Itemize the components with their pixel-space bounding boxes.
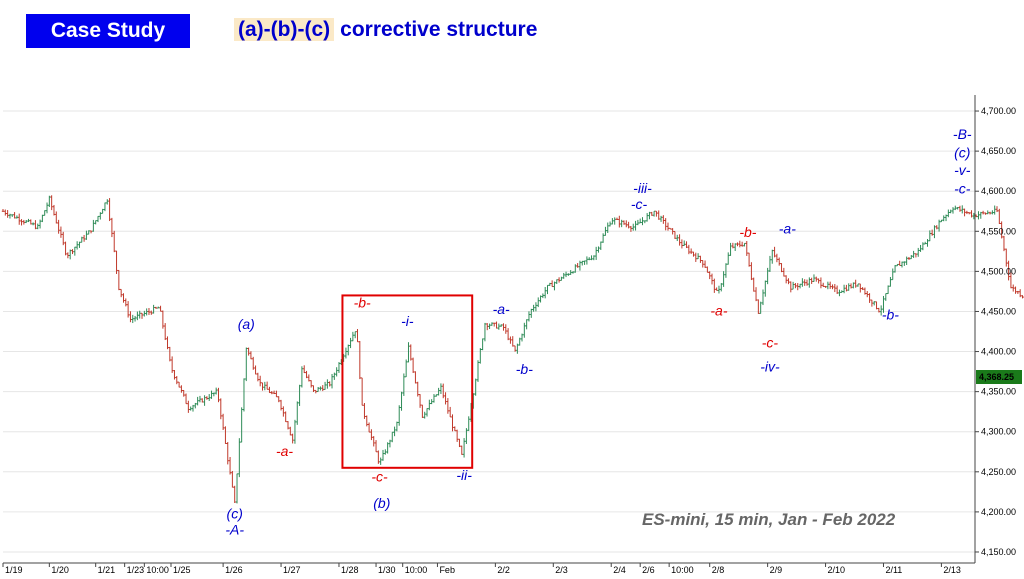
wave-label: -b- xyxy=(882,306,899,322)
wave-label: -c- xyxy=(631,196,648,212)
y-tick-label: 4,600.00 xyxy=(981,186,1016,196)
last-price-tag xyxy=(976,370,1022,385)
chart-grid xyxy=(3,110,975,553)
wave-label: -a- xyxy=(779,221,796,237)
y-tick-label: 4,400.00 xyxy=(981,347,1016,357)
y-tick-label: 4,250.00 xyxy=(981,467,1016,477)
chart-caption: ES-mini, 15 min, Jan - Feb 2022 xyxy=(642,510,896,529)
y-tick-label: 4,150.00 xyxy=(981,547,1016,557)
x-tick-label: 1/26 xyxy=(225,565,243,575)
x-tick-label: 1/23 xyxy=(127,565,145,575)
wave-label: -iii- xyxy=(633,180,652,196)
x-tick-label: 2/8 xyxy=(712,565,725,575)
x-tick-label: 2/2 xyxy=(497,565,510,575)
x-axis: 1/19 1/20 1/21 1/23 10:00 1/25 1/26 1/27 1/28 1/3… xyxy=(2,562,975,575)
wave-labels: (a)(c)-A--a--b--i--c-(b)-ii--a--b--iii--… xyxy=(225,126,972,537)
wave-label: (c) xyxy=(227,505,243,521)
wave-label: -b- xyxy=(516,361,533,377)
x-tick-label: 1/21 xyxy=(98,565,116,575)
x-tick-label: 1/19 xyxy=(5,565,23,575)
y-tick-label: 4,450.00 xyxy=(981,306,1016,316)
wave-label: -c- xyxy=(371,468,388,484)
x-tick-label: 1/25 xyxy=(173,565,191,575)
y-tick-label: 4,550.00 xyxy=(981,226,1016,236)
subtitle-text: corrective structure xyxy=(340,18,538,41)
x-tick-label: 1/28 xyxy=(341,565,359,575)
wave-label: (c) xyxy=(954,145,970,161)
x-tick-label: 2/3 xyxy=(555,565,568,575)
wave-label: -c- xyxy=(762,335,779,351)
case-study-badge: Case Study xyxy=(26,14,190,48)
y-tick-label: 4,700.00 xyxy=(981,106,1016,116)
wave-label: -ii- xyxy=(456,467,472,483)
x-tick-label: 10:00 xyxy=(405,565,428,575)
highlight-box xyxy=(341,294,474,469)
wave-label: -a- xyxy=(493,301,510,317)
wave-label: -A- xyxy=(225,521,244,537)
wave-label: -b- xyxy=(354,294,371,310)
wave-label: (b) xyxy=(373,495,390,511)
wave-label: -v- xyxy=(954,162,971,178)
x-tick-label: 2/6 xyxy=(642,565,655,575)
x-tick-label: 2/9 xyxy=(770,565,783,575)
x-tick-label: 1/27 xyxy=(283,565,301,575)
x-tick-label: 10:00 xyxy=(671,565,694,575)
price-bars xyxy=(1,195,1024,504)
wave-label: -iv- xyxy=(760,359,780,375)
highlight-box-group xyxy=(341,294,474,469)
y-tick-label: 4,200.00 xyxy=(981,507,1016,517)
y-tick-label: 4,650.00 xyxy=(981,146,1016,156)
x-tick-label: 2/10 xyxy=(828,565,846,575)
wave-label: -a- xyxy=(276,443,293,459)
y-tick-label: 4,500.00 xyxy=(981,266,1016,276)
x-tick-label: 10:00 xyxy=(146,565,169,575)
x-tick-label: 1/20 xyxy=(51,565,69,575)
x-tick-label: 1/30 xyxy=(378,565,396,575)
x-tick-label: 2/11 xyxy=(885,565,902,575)
wave-label: -a- xyxy=(710,302,727,318)
x-tick-label: Feb xyxy=(439,565,455,575)
subtitle-highlight: (a)-(b)-(c) xyxy=(234,18,335,41)
x-tick-label: 2/13 xyxy=(943,565,961,575)
last-price-label: 4,368.25 xyxy=(979,372,1014,382)
wave-label: -b- xyxy=(739,224,756,240)
y-tick-label: 4,300.00 xyxy=(981,427,1016,437)
chart-subtitle: (a)-(b)-(c) corrective structure xyxy=(234,14,537,46)
wave-label: -i- xyxy=(401,313,414,329)
y-axis: 4,700.00 4,650.00 4,600.00 4,550.00 4,500.00… xyxy=(974,95,1022,563)
y-tick-label: 4,350.00 xyxy=(981,387,1016,397)
x-tick-label: 2/4 xyxy=(613,565,626,575)
wave-label: -B- xyxy=(953,126,972,142)
wave-label: -c- xyxy=(954,181,971,197)
wave-label: (a) xyxy=(238,316,255,332)
